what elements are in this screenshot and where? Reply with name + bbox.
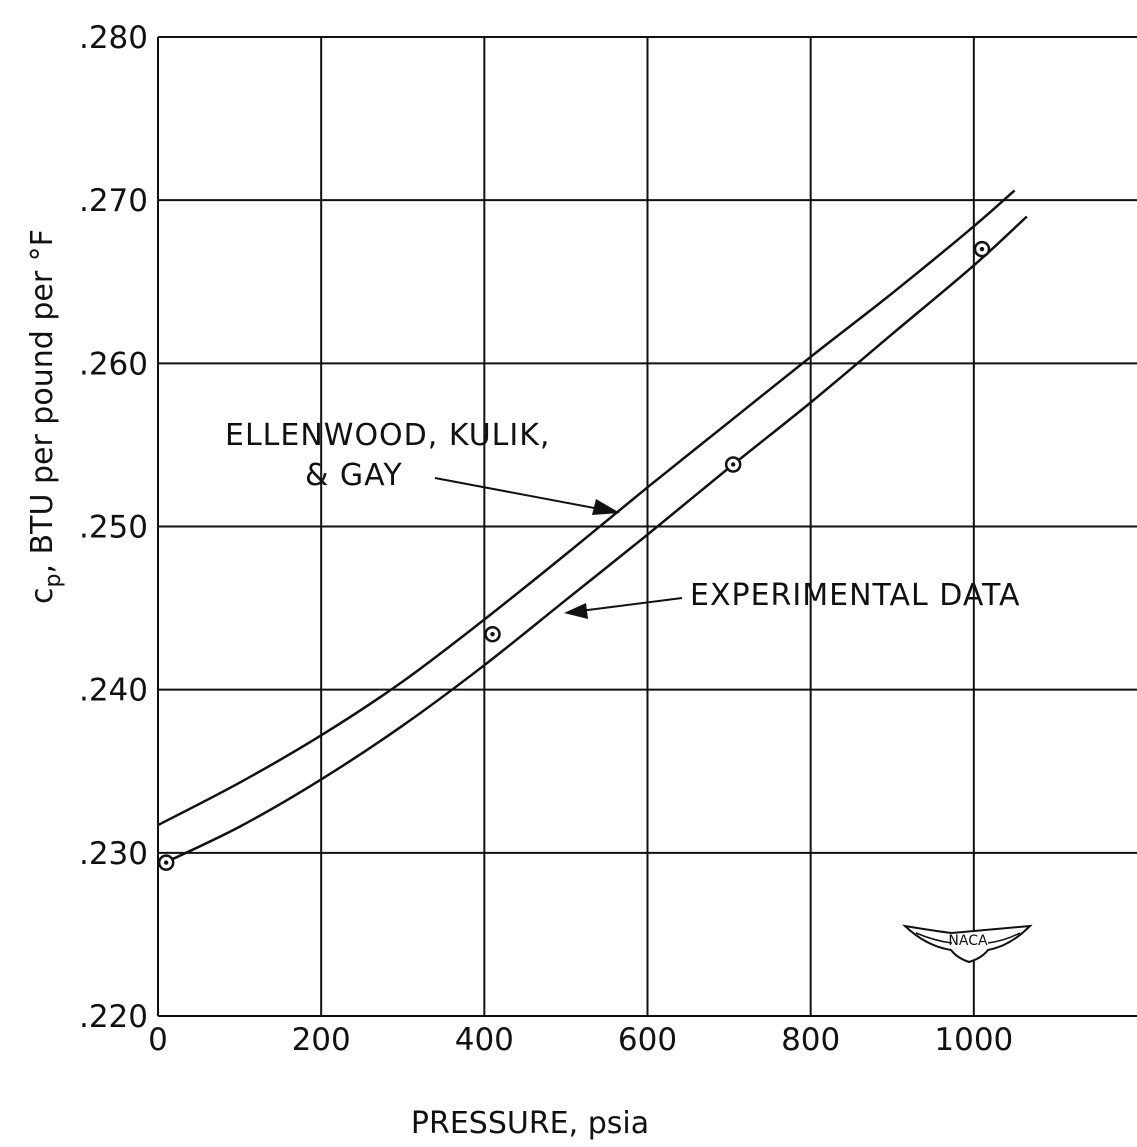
data-point-center: [730, 462, 736, 467]
data-point-center: [490, 631, 495, 637]
data-point-center: [979, 246, 985, 252]
series-line-experimental: [157, 215, 1028, 868]
x-tick-label: 400: [455, 1022, 514, 1058]
y-tick-label: .220: [79, 999, 148, 1035]
annotation-ellenwood-line1: ELLENWOOD, KULIK,: [225, 418, 550, 453]
y-tick-label: .250: [79, 510, 148, 546]
grid: [157, 36, 1137, 1017]
ellenwood-arrowhead: [592, 499, 620, 515]
annotation-experimental: EXPERIMENTAL DATA: [690, 578, 1021, 613]
x-tick-label: 200: [292, 1022, 351, 1058]
y-axis-label: cp, BTU per pound per °F: [25, 229, 66, 604]
tick-labels: 0 200 400 600 800 1000 .220 .230 .240 .250 .260 .27…: [79, 20, 1013, 1058]
annotation-ellenwood-line2: & GAY: [305, 458, 403, 493]
series-group: [157, 189, 1028, 871]
x-axis-label: PRESSURE, psia: [411, 1106, 649, 1141]
series-line-ellenwood: [157, 189, 1016, 827]
x-tick-label: 1000: [934, 1022, 1013, 1058]
y-tick-label: .270: [79, 183, 148, 219]
x-tick-label: 600: [618, 1022, 677, 1058]
y-tick-label: .280: [79, 20, 148, 56]
y-tick-label: .230: [79, 836, 148, 872]
x-tick-label: 0: [148, 1022, 168, 1058]
experimental-arrowhead: [564, 603, 588, 619]
experimental-arrow-line: [579, 597, 683, 612]
y-tick-label: .260: [79, 346, 148, 382]
data-point-center: [163, 860, 169, 865]
naca-logo: NACA: [901, 924, 1033, 964]
naca-logo-text: NACA: [948, 933, 988, 949]
ellenwood-arrow-line: [434, 477, 606, 511]
y-axis-label-group: cp, BTU per pound per °F: [25, 229, 66, 604]
x-tick-label: 800: [781, 1022, 840, 1058]
y-tick-label: .240: [79, 673, 148, 709]
